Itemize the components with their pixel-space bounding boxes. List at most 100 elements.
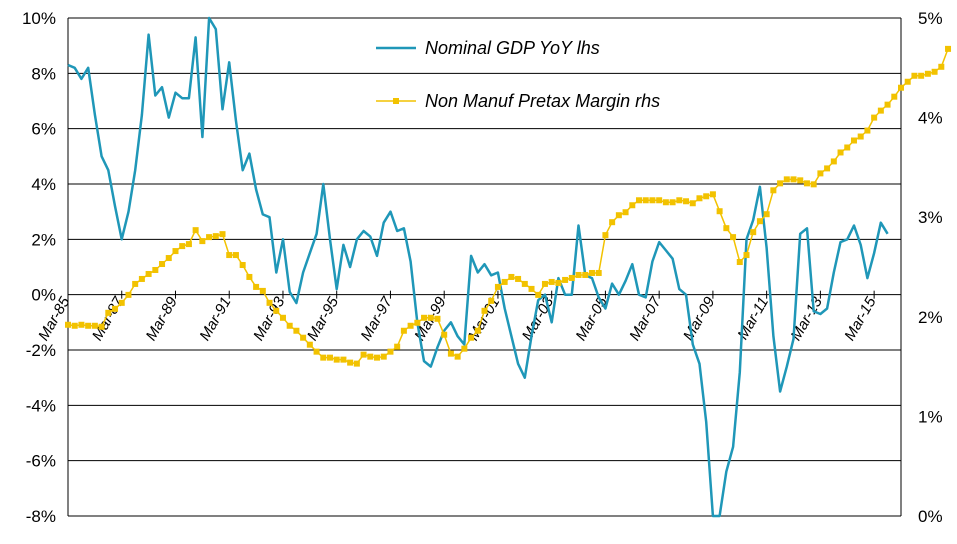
data-point	[743, 252, 750, 259]
data-point	[595, 269, 602, 276]
y-right-tick-label: 1%	[918, 407, 943, 426]
data-point	[938, 63, 945, 70]
data-point	[273, 307, 280, 314]
data-point	[703, 193, 710, 200]
data-point	[763, 211, 770, 218]
data-point	[494, 283, 501, 290]
data-point	[226, 252, 233, 259]
data-point	[777, 180, 784, 187]
data-point	[850, 137, 857, 144]
data-point	[884, 101, 891, 108]
y-right-tick-label: 4%	[918, 109, 943, 128]
data-point	[830, 158, 837, 165]
y-left-tick-label: 2%	[31, 230, 56, 249]
data-point	[756, 218, 763, 225]
data-point	[521, 280, 528, 287]
data-point	[904, 78, 911, 85]
data-point	[636, 197, 643, 204]
data-point	[864, 127, 871, 134]
data-point	[535, 291, 542, 298]
data-point	[568, 274, 575, 281]
data-point	[891, 93, 898, 100]
data-point	[837, 149, 844, 156]
data-point	[454, 353, 461, 360]
data-point	[575, 271, 582, 278]
data-point	[676, 197, 683, 204]
y-left-tick-label: -6%	[26, 452, 56, 471]
y-right-tick-label: 2%	[918, 308, 943, 327]
data-point	[427, 314, 434, 321]
data-point	[481, 307, 488, 314]
data-point	[313, 348, 320, 355]
data-point	[582, 271, 589, 278]
data-point	[931, 68, 938, 75]
y-left-tick-label: 0%	[31, 286, 56, 305]
left-axis-ticks: -8% -6% -4% -2% 0% 2% 4% 6% 8% 10%	[22, 9, 56, 526]
y-left-tick-label: -4%	[26, 396, 56, 415]
x-tick-label: Mar-91	[196, 294, 234, 343]
data-point	[138, 275, 145, 282]
data-point	[918, 72, 925, 79]
data-point	[622, 209, 629, 216]
data-point	[877, 107, 884, 114]
data-point	[400, 327, 407, 334]
data-point	[434, 315, 441, 322]
y-left-tick-label: 4%	[31, 175, 56, 194]
data-point	[844, 144, 851, 151]
data-point	[871, 114, 878, 121]
data-point	[810, 181, 817, 188]
data-point	[118, 299, 125, 306]
data-point	[380, 353, 387, 360]
right-axis-ticks: 0% 1% 2% 3% 4% 5%	[918, 9, 943, 526]
data-point	[71, 322, 78, 329]
data-point	[723, 225, 730, 232]
data-point	[239, 262, 246, 269]
data-point	[367, 353, 374, 360]
data-point	[65, 321, 71, 328]
data-point	[132, 280, 139, 287]
data-point	[347, 359, 354, 366]
data-point	[266, 299, 273, 306]
data-point	[508, 273, 515, 280]
data-point	[501, 278, 508, 285]
data-point	[206, 234, 213, 241]
data-point	[286, 322, 293, 329]
data-point	[824, 165, 831, 172]
data-point	[669, 199, 676, 206]
data-point	[353, 360, 360, 367]
x-tick-label: Mar-05	[573, 294, 612, 344]
data-point	[78, 321, 85, 328]
data-point	[259, 287, 266, 294]
y-left-tick-label: 6%	[31, 120, 56, 139]
series-nominal-gdp	[67, 16, 889, 518]
data-point	[602, 232, 609, 239]
data-point	[387, 348, 394, 355]
data-point	[172, 248, 179, 255]
data-point	[306, 341, 313, 348]
legend-label: Non Manuf Pretax Margin rhs	[425, 91, 660, 111]
y-left-tick-label: 8%	[31, 64, 56, 83]
legend-marker	[393, 98, 399, 104]
data-point	[817, 170, 824, 177]
data-point	[730, 234, 737, 241]
data-point	[461, 345, 468, 352]
legend: Nominal GDP YoY lhs Non Manuf Pretax Marg…	[376, 38, 660, 111]
data-point	[85, 322, 92, 329]
data-point	[232, 252, 239, 259]
data-point	[98, 323, 105, 330]
data-point	[770, 187, 777, 194]
data-point	[125, 291, 132, 298]
data-point	[246, 273, 253, 280]
series-line	[67, 16, 889, 518]
data-point	[803, 180, 810, 187]
x-tick-label: Mar-15	[841, 294, 880, 344]
data-point	[689, 200, 696, 207]
data-point	[474, 327, 481, 334]
data-point	[326, 354, 333, 361]
x-tick-label: Mar-97	[358, 294, 397, 344]
y-right-tick-label: 5%	[918, 9, 943, 28]
data-point	[447, 350, 454, 357]
data-point	[414, 319, 421, 326]
